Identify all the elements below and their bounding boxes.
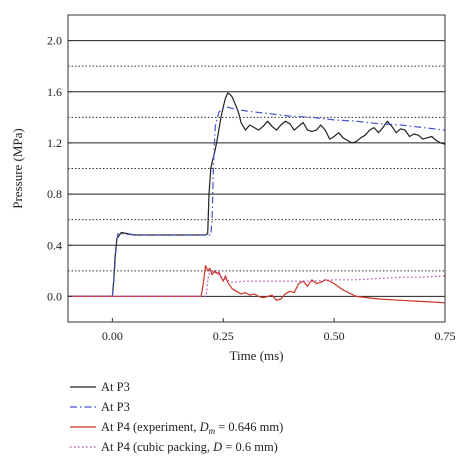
x-tick-label: 0.25 (213, 329, 234, 343)
series-lines (68, 92, 446, 304)
legend: At P3 At P3 At P4 (experiment, Dm = 0.64… (70, 380, 283, 454)
x-axis-label: Time (ms) (229, 348, 283, 363)
y-tick-label: 0.0 (47, 289, 62, 303)
plot-frame (67, 14, 446, 323)
legend-label: At P3 (101, 400, 130, 414)
grid-lines (68, 40, 445, 297)
axis-ticks: 0.0 0.4 0.8 1.2 1.6 2.0 0.00 0.25 0.50 0.75 (47, 34, 456, 343)
legend-label-prefix: At P4 (cubic packing, (101, 440, 213, 454)
legend-label: At P4 (cubic packing, D = 0.6 mm) (101, 440, 278, 454)
y-tick-label: 0.4 (47, 238, 62, 252)
legend-entry: At P3 (70, 400, 130, 414)
series-line-1 (68, 92, 446, 297)
legend-label-suffix: = 0.646 mm) (215, 420, 283, 434)
series-line-4 (68, 270, 446, 297)
series-line-2 (68, 106, 446, 297)
legend-label-suffix: = 0.6 mm) (222, 440, 278, 454)
y-tick-label: 2.0 (47, 34, 62, 48)
legend-entry: At P3 (70, 380, 130, 394)
x-tick-label: 0.00 (102, 329, 123, 343)
legend-entry: At P4 (cubic packing, D = 0.6 mm) (70, 440, 278, 454)
y-tick-label: 1.6 (47, 85, 62, 99)
legend-label-sub: m (209, 426, 216, 436)
legend-label: At P3 (101, 380, 130, 394)
x-tick-label: 0.75 (435, 329, 456, 343)
y-axis-label: Pressure (MPa) (10, 128, 25, 209)
y-tick-label: 0.8 (47, 187, 62, 201)
y-tick-label: 1.2 (47, 136, 62, 150)
legend-label-var: D (199, 420, 209, 434)
legend-label-var: D (212, 440, 222, 454)
legend-label-prefix: At P4 (experiment, (101, 420, 200, 434)
legend-entry: At P4 (experiment, Dm = 0.646 mm) (70, 420, 283, 436)
legend-label: At P4 (experiment, Dm = 0.646 mm) (101, 420, 283, 436)
x-tick-label: 0.50 (324, 329, 345, 343)
